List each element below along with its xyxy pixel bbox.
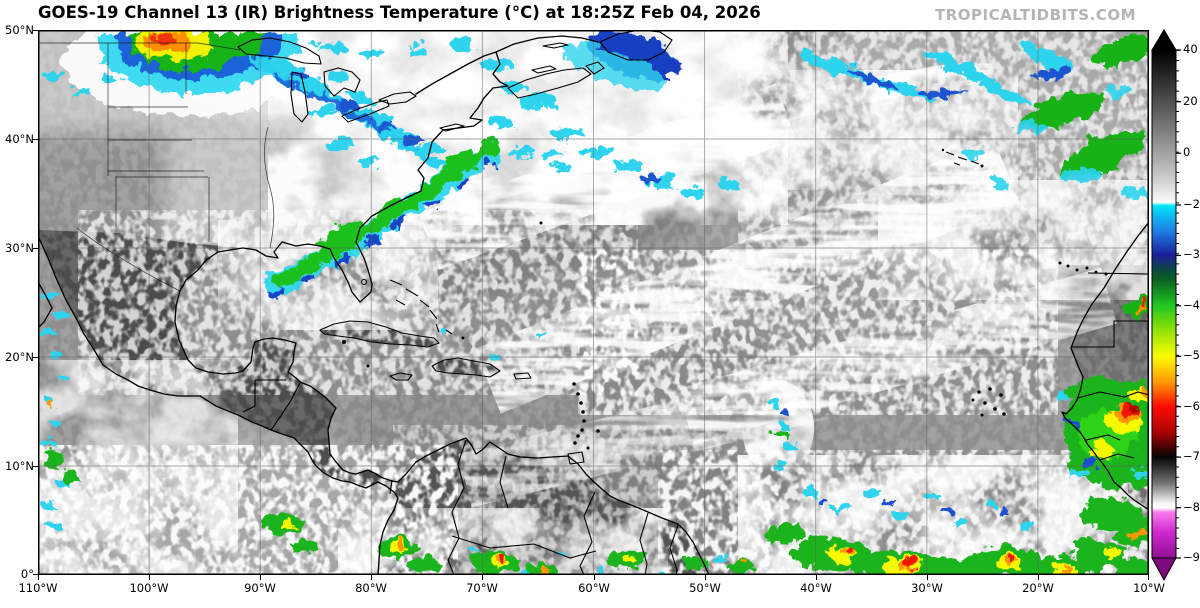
temperature-colorbar	[1151, 29, 1181, 582]
lon-tick-label: 10°W	[1133, 581, 1165, 595]
lat-tick-label: 30°N	[5, 241, 34, 255]
satellite-imagery	[8, 0, 1198, 600]
colorbar-top-arrow	[1151, 29, 1177, 51]
colorbar-tick-label: −90	[1183, 550, 1200, 564]
colorbar-tick-label: 20	[1183, 94, 1198, 108]
lon-tick-label: 70°W	[466, 581, 498, 595]
colorbar-tick-label: −50	[1183, 348, 1200, 362]
colorbar-tick-label: −60	[1183, 399, 1200, 413]
convection-features	[36, 8, 1163, 580]
lon-tick-label: 90°W	[244, 581, 276, 595]
map-frame	[38, 30, 1149, 575]
small-islands	[342, 148, 1108, 450]
lat-tick-label: 20°N	[5, 350, 34, 364]
lon-tick-label: 110°W	[18, 581, 58, 595]
colorbar-tick-label: −40	[1183, 298, 1200, 312]
lon-tick-label: 20°W	[1022, 581, 1054, 595]
lon-tick-label: 50°W	[689, 581, 721, 595]
satellite-map	[8, 0, 1198, 600]
map-title: GOES-19 Channel 13 (IR) Brightness Tempe…	[38, 3, 761, 22]
colorbar-tick-label: −30	[1183, 247, 1200, 261]
lon-tick-label: 100°W	[129, 581, 169, 595]
colorbar-tick-label: −70	[1183, 449, 1200, 463]
lat-tick-label: 50°N	[5, 23, 34, 37]
lat-tick-label: 0°	[20, 567, 34, 581]
colorbar-gradient	[1151, 49, 1177, 559]
colorbar-tick-label: 40	[1183, 42, 1198, 56]
site-watermark: TROPICALTIDBITS.COM	[935, 6, 1136, 24]
state-borders	[38, 42, 275, 292]
colorbar-bottom-arrow	[1151, 557, 1177, 582]
graticule-grid	[38, 30, 1149, 575]
lat-tick-label: 10°N	[5, 459, 34, 473]
lon-tick-label: 40°W	[800, 581, 832, 595]
country-borders	[242, 272, 1150, 576]
lon-tick-label: 60°W	[578, 581, 610, 595]
coastlines	[37, 35, 1150, 576]
colorbar-major-ticks	[1176, 49, 1181, 559]
lat-tick-label: 40°N	[5, 132, 34, 146]
lon-tick-label: 80°W	[355, 581, 387, 595]
lon-tick-label: 30°W	[911, 581, 943, 595]
colorbar-tick-label: −80	[1183, 500, 1200, 514]
colorbar-tick-label: 0	[1183, 145, 1191, 159]
islands-lakes	[237, 29, 980, 465]
colorbar-tick-label: −20	[1183, 197, 1200, 211]
